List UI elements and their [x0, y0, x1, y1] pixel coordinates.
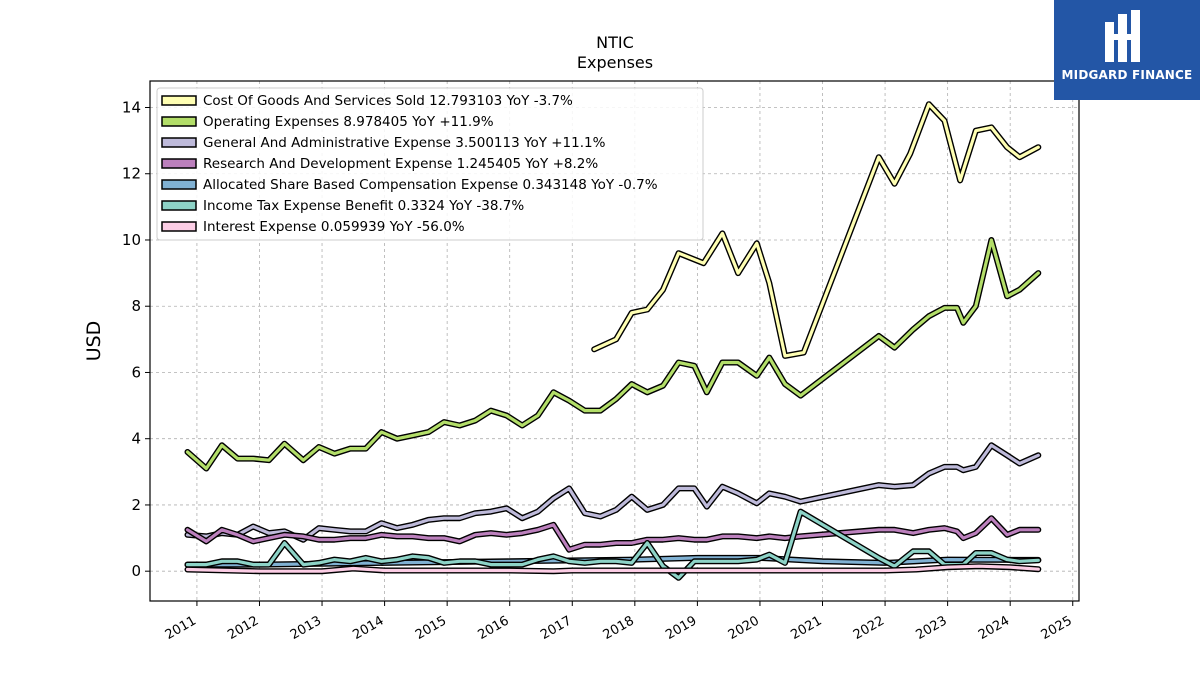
y-axis-ticks: 0 2 4 6 8 10 12 14 [122, 98, 150, 580]
legend-item: Allocated Share Based Compensation Expen… [161, 177, 658, 193]
series-stroke [185, 238, 1040, 471]
series-stroke [185, 564, 1040, 573]
legend-swatch [161, 221, 197, 232]
series-outline [184, 442, 1042, 543]
series-stroke [185, 516, 1040, 552]
x-tick-label: 2015 [413, 613, 449, 643]
legend-item: Research And Development Expense 1.24540… [161, 156, 598, 172]
x-axis-ticks: 2011 2012 2013 2014 2015 2016 2017 2018 2019 2020… [163, 601, 1075, 643]
x-tick-label: 2023 [913, 613, 949, 643]
series-line [184, 442, 1042, 543]
series-line [184, 515, 1042, 553]
midgard-logo: MIDGARD FINANCE [1054, 0, 1200, 100]
y-tick-label: 6 [131, 363, 141, 381]
legend-item: Cost Of Goods And Services Sold 12.79310… [161, 93, 573, 109]
series-outline [184, 237, 1042, 472]
legend-label: Operating Expenses 8.978405 YoY +11.9% [203, 114, 494, 130]
plot-frame [149, 80, 1080, 602]
x-tick-label: 2014 [350, 613, 386, 643]
y-axis-label: USD [83, 321, 105, 362]
legend-swatch [161, 116, 197, 127]
x-tick-label: 2012 [225, 613, 261, 643]
x-tick-label: 2018 [601, 613, 637, 643]
x-tick-label: 2024 [976, 613, 1012, 643]
y-tick-label: 14 [122, 98, 141, 116]
legend-item: Interest Expense 0.059939 YoY -56.0% [161, 219, 465, 235]
y-tick-label: 2 [131, 496, 141, 514]
legend-swatch [161, 95, 197, 106]
legend-item: Operating Expenses 8.978405 YoY +11.9% [161, 114, 494, 130]
logo-text: MIDGARD FINANCE [1061, 68, 1193, 82]
series-line [591, 101, 1042, 359]
legend-item: General And Administrative Expense 3.500… [161, 135, 606, 151]
x-tick-label: 2025 [1039, 613, 1075, 643]
y-tick-label: 0 [131, 562, 141, 580]
series-stroke [592, 102, 1040, 358]
x-tick-label: 2022 [851, 613, 887, 643]
legend-box [156, 87, 704, 241]
x-tick-label: 2017 [538, 613, 574, 643]
series-line [184, 508, 1042, 581]
chart-title: NTIC [596, 33, 634, 52]
midgard-logo-icon [1105, 10, 1140, 62]
legend-label: General And Administrative Expense 3.500… [203, 135, 606, 151]
legend-label: Cost Of Goods And Services Sold 12.79310… [203, 93, 573, 109]
legend-item: Income Tax Expense Benefit 0.3324 YoY -3… [161, 198, 524, 214]
y-tick-label: 12 [122, 165, 141, 183]
series-line [184, 237, 1042, 472]
legend: Cost Of Goods And Services Sold 12.79310… [156, 87, 704, 241]
y-tick-label: 8 [131, 297, 141, 315]
legend-swatch [161, 158, 197, 169]
chart-subtitle: Expenses [577, 53, 653, 72]
series-lines [184, 101, 1042, 581]
legend-swatch [161, 137, 197, 148]
legend-label: Interest Expense 0.059939 YoY -56.0% [203, 219, 465, 235]
legend-label: Allocated Share Based Compensation Expen… [203, 177, 658, 193]
legend-label: Income Tax Expense Benefit 0.3324 YoY -3… [203, 198, 524, 214]
x-tick-label: 2011 [163, 613, 199, 643]
y-tick-label: 10 [122, 231, 141, 249]
x-tick-label: 2019 [663, 613, 699, 643]
series-stroke [185, 443, 1040, 542]
x-tick-label: 2020 [726, 613, 762, 643]
legend-swatch [161, 200, 197, 211]
y-tick-label: 4 [131, 430, 141, 448]
x-tick-label: 2013 [288, 613, 324, 643]
legend-label: Research And Development Expense 1.24540… [203, 156, 598, 172]
x-tick-label: 2016 [476, 613, 512, 643]
series-line [184, 563, 1042, 575]
series-stroke [185, 510, 1040, 580]
legend-swatch [161, 179, 197, 190]
x-tick-label: 2021 [788, 613, 824, 643]
